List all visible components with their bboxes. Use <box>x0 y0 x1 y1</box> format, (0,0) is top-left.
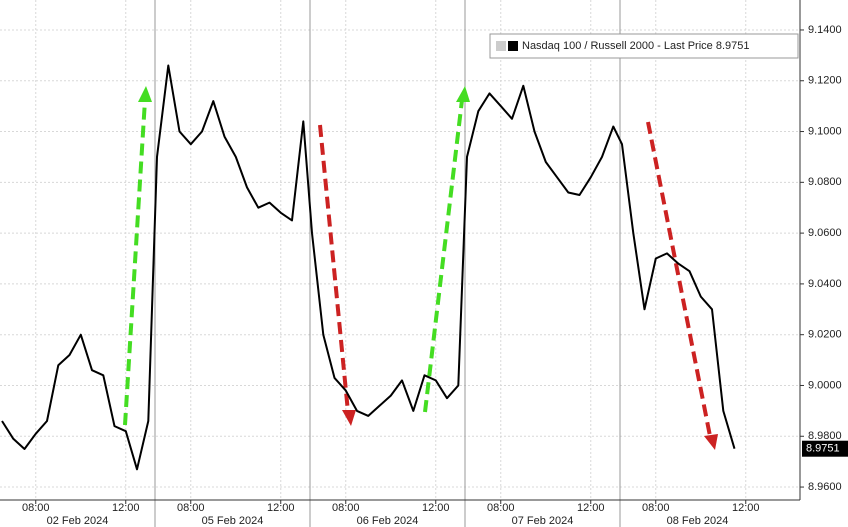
y-tick-label: 9.0400 <box>808 278 842 290</box>
y-tick-label: 9.1400 <box>808 24 842 36</box>
arrowhead <box>456 86 470 102</box>
x-tick-label: 12:00 <box>422 502 450 514</box>
annotation-arrows <box>123 86 718 450</box>
y-tick-label: 8.9800 <box>808 430 842 442</box>
date-label: 05 Feb 2024 <box>202 515 264 527</box>
x-tick-label: 12:00 <box>112 502 140 514</box>
data-line <box>1 64 736 471</box>
x-tick-label: 08:00 <box>22 502 50 514</box>
x-tick-label: 12:00 <box>732 502 760 514</box>
arrowhead <box>342 410 356 426</box>
y-tick-label: 9.1200 <box>808 75 842 87</box>
date-label: 08 Feb 2024 <box>667 515 729 527</box>
y-tick-label: 9.0800 <box>808 176 842 188</box>
arrowhead <box>138 86 152 102</box>
x-tick-label: 08:00 <box>177 502 205 514</box>
arrow <box>123 99 147 426</box>
arrowhead <box>704 434 718 450</box>
x-tick-label: 08:00 <box>487 502 515 514</box>
arrow <box>646 121 712 437</box>
date-label: 07 Feb 2024 <box>512 515 574 527</box>
y-tick-label: 9.0600 <box>808 227 842 239</box>
y-tick-label: 9.0000 <box>808 379 842 391</box>
arrow <box>423 99 464 413</box>
y-tick-label: 9.0200 <box>808 329 842 341</box>
legend-box <box>489 33 799 59</box>
arrow <box>318 124 350 413</box>
y-tick-label: 9.1000 <box>808 125 842 137</box>
legend-icon <box>496 41 506 51</box>
legend-swatch <box>508 41 518 51</box>
x-tick-label: 12:00 <box>577 502 605 514</box>
legend-label: Nasdaq 100 / Russell 2000 - Last Price 8… <box>522 40 749 52</box>
date-label: 06 Feb 2024 <box>357 515 419 527</box>
last-price-label: 8.9751 <box>806 443 840 455</box>
last-price-tag <box>802 440 848 457</box>
x-tick-label: 08:00 <box>332 502 360 514</box>
date-label: 02 Feb 2024 <box>47 515 109 527</box>
x-tick-label: 08:00 <box>642 502 670 514</box>
x-tick-label: 12:00 <box>267 502 295 514</box>
y-tick-label: 8.9600 <box>808 481 842 493</box>
